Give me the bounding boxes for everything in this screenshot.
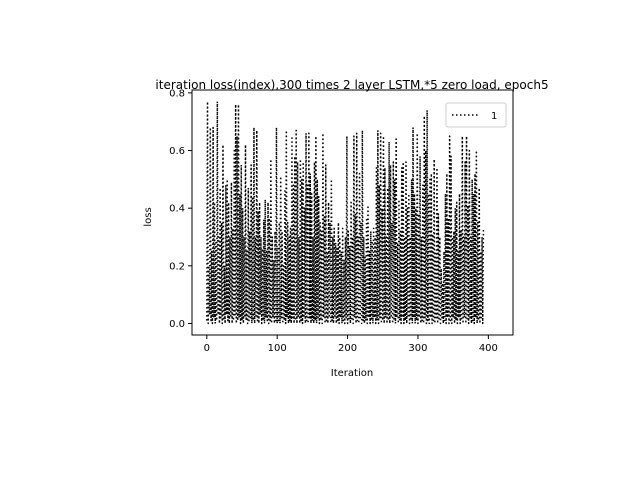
x-tick-label: 200 <box>338 343 357 354</box>
plot-area <box>206 100 485 325</box>
x-tick-label: 0 <box>204 343 210 354</box>
x-axis-label: Iteration <box>331 368 373 379</box>
legend: 1 <box>445 102 507 128</box>
x-tick-label: 300 <box>408 343 427 354</box>
series-line-1 <box>206 100 485 325</box>
y-axis-label: loss <box>143 207 154 226</box>
y-tick-label: 0.0 <box>169 319 185 330</box>
x-axis-ticks: 0 100 200 300 400 <box>204 335 498 354</box>
y-axis-ticks: 0.0 0.2 0.4 0.6 0.8 <box>169 88 192 330</box>
axes-frame <box>191 89 514 336</box>
legend-series-label: 1 <box>491 111 497 122</box>
y-tick-label: 0.2 <box>169 261 185 272</box>
y-tick-label: 0.6 <box>169 146 185 157</box>
chart-title: iteration loss(index),300 times 2 layer … <box>155 78 548 92</box>
y-tick-label: 0.8 <box>169 88 185 99</box>
x-tick-label: 400 <box>479 343 498 354</box>
y-tick-label: 0.4 <box>169 204 185 215</box>
x-tick-label: 100 <box>268 343 287 354</box>
